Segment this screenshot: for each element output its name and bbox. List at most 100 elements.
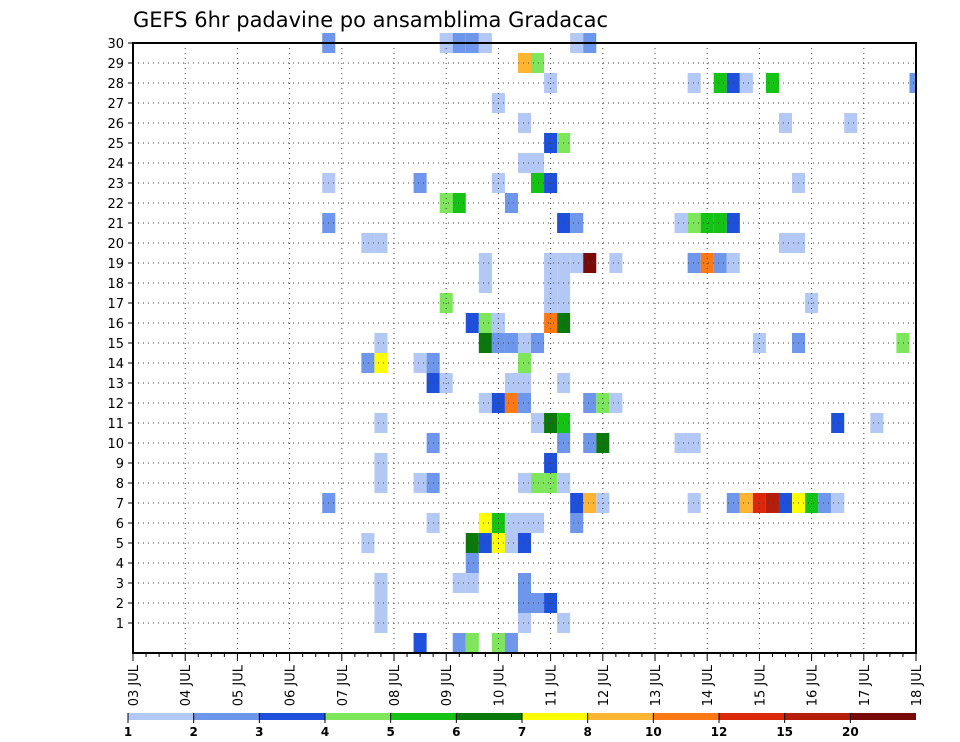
y-tick-label: 28 <box>107 77 124 92</box>
heatmap-cell <box>713 253 727 273</box>
colorbar-label: 5 <box>386 725 394 739</box>
heatmap-cell <box>361 533 375 553</box>
y-tick-label: 15 <box>107 337 124 352</box>
heatmap-cell <box>517 53 532 73</box>
colorbar-label: 6 <box>452 725 460 739</box>
x-tick-label: 04 JUL <box>179 664 194 706</box>
heatmap-cell <box>517 613 532 633</box>
x-tick-label: 09 JUL <box>440 664 455 706</box>
heatmap-cell <box>517 113 532 133</box>
heatmap-cell <box>517 333 532 353</box>
y-tick-label: 25 <box>107 137 124 152</box>
heatmap-cell <box>570 213 584 233</box>
y-axis: 1234567891011121314151617181920212223242… <box>107 37 133 632</box>
y-tick-label: 1 <box>116 617 124 632</box>
heatmap-cell <box>413 353 427 373</box>
heatmap-cell <box>517 573 532 593</box>
x-tick-label: 08 JUL <box>388 664 403 706</box>
colorbar-segment <box>193 713 260 720</box>
y-tick-label: 18 <box>107 277 124 292</box>
heatmap-cell <box>465 573 479 593</box>
x-tick-label: 17 JUL <box>858 664 873 706</box>
heatmap-cell <box>374 593 388 613</box>
y-tick-label: 3 <box>116 577 124 592</box>
heatmap-cell <box>374 333 388 353</box>
heatmap-cell <box>531 473 545 493</box>
heatmap-cell <box>413 633 427 653</box>
colorbar-legend: 1 2 3 4 5 6 7 8 10 12 15 20 <box>124 713 916 739</box>
heatmap-cell <box>361 233 375 253</box>
heatmap-cell <box>739 493 753 513</box>
y-tick-label: 12 <box>107 397 124 412</box>
heatmap-cell <box>504 633 518 653</box>
x-tick-label: 13 JUL <box>649 664 664 706</box>
y-tick-label: 29 <box>107 57 124 72</box>
heatmap-cell <box>570 493 584 513</box>
heatmap-cell <box>504 513 518 533</box>
y-tick-label: 4 <box>116 557 124 572</box>
heatmap-cell <box>517 393 532 413</box>
x-tick-label: 03 JUL <box>127 664 142 706</box>
heatmap-cell <box>778 233 793 253</box>
x-tick-label: 05 JUL <box>231 664 246 706</box>
heatmap-cell <box>517 473 532 493</box>
heatmap-cell <box>844 113 858 133</box>
colorbar-label: 7 <box>518 725 526 739</box>
heatmap-cell <box>452 573 466 593</box>
heatmap-cell <box>531 593 545 613</box>
heatmap-cell <box>531 413 545 433</box>
heatmap-cell <box>504 373 518 393</box>
heatmap-cell <box>478 313 492 333</box>
heatmap-cell <box>570 513 584 533</box>
y-tick-label: 11 <box>107 417 124 432</box>
heatmap-cell <box>517 533 532 553</box>
heatmap-cell <box>687 493 701 513</box>
heatmap-cell <box>674 433 688 453</box>
heatmap-cell <box>674 213 688 233</box>
heatmap-cell <box>778 493 793 513</box>
heatmap-cell <box>413 173 427 193</box>
heatmap-cell <box>374 613 388 633</box>
y-tick-label: 13 <box>107 377 124 392</box>
heatmap-cell <box>465 553 479 573</box>
heatmap-cell <box>465 633 479 653</box>
heatmap-cell <box>504 533 518 553</box>
y-tick-label: 23 <box>107 177 124 192</box>
heatmap-cell <box>583 253 597 273</box>
colorbar-segment <box>784 713 851 720</box>
heatmap-cell <box>374 233 388 253</box>
heatmap-cell <box>778 113 793 133</box>
colorbar-label: 12 <box>711 725 728 739</box>
y-tick-label: 10 <box>107 437 124 452</box>
y-tick-label: 27 <box>107 97 124 112</box>
colorbar-segment <box>456 713 522 720</box>
heatmap-cell <box>687 433 701 453</box>
x-tick-label: 07 JUL <box>336 664 351 706</box>
heatmap-cell <box>609 393 623 413</box>
heatmap-cell <box>909 73 916 93</box>
heatmap-cell <box>870 413 884 433</box>
colorbar-label: 15 <box>776 725 793 739</box>
heatmap-cell <box>687 73 701 93</box>
x-tick-label: 06 JUL <box>284 664 299 706</box>
x-tick-label: 10 JUL <box>492 664 507 706</box>
colorbar-segment <box>587 713 654 720</box>
heatmap-cell <box>478 533 492 553</box>
colorbar-label: 4 <box>321 725 329 739</box>
heatmap-cell <box>478 333 492 353</box>
heatmap-cells <box>322 33 916 653</box>
heatmap-cell <box>517 153 532 173</box>
heatmap-cell <box>609 253 623 273</box>
y-tick-label: 8 <box>116 477 124 492</box>
heatmap-cell <box>687 213 701 233</box>
y-tick-label: 17 <box>107 297 124 312</box>
heatmap-cell <box>583 433 597 453</box>
colorbar-segment <box>850 713 916 720</box>
x-axis: 03 JUL 04 JUL 05 JUL 06 JUL 07 JUL 08 JUL 09 J… <box>127 653 925 706</box>
heatmap-cell <box>583 493 597 513</box>
y-tick-label: 20 <box>107 237 124 252</box>
heatmap-cell <box>374 573 388 593</box>
colorbar-segment <box>390 713 457 720</box>
heatmap-cell <box>374 413 388 433</box>
